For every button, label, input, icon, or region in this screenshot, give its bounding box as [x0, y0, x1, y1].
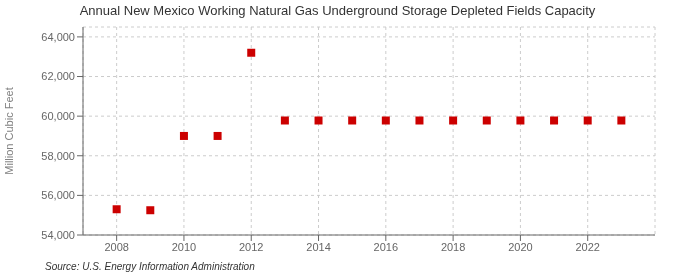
svg-text:2008: 2008	[104, 241, 128, 253]
svg-text:58,000: 58,000	[41, 150, 75, 162]
svg-text:2010: 2010	[172, 241, 196, 253]
svg-text:64,000: 64,000	[41, 31, 75, 43]
svg-text:2016: 2016	[374, 241, 398, 253]
svg-text:Million Cubic Feet: Million Cubic Feet	[8, 87, 15, 174]
svg-text:2012: 2012	[239, 241, 263, 253]
svg-text:2020: 2020	[508, 241, 532, 253]
html-text:Annual New Mexico Working Natu: Annual New Mexico Working Natural Gas Un…	[79, 3, 596, 18]
svg-text:2018: 2018	[441, 241, 465, 253]
svg-text:2022: 2022	[575, 241, 599, 253]
svg-text:62,000: 62,000	[41, 70, 75, 82]
svg-text:56,000: 56,000	[41, 189, 75, 201]
svg-text:60,000: 60,000	[41, 110, 75, 122]
svg-text:54,000: 54,000	[41, 229, 75, 241]
svg-text:2014: 2014	[306, 241, 330, 253]
html-text:Source: U.S. Energy Informatio: Source: U.S. Energy Information Administ…	[45, 261, 255, 272]
